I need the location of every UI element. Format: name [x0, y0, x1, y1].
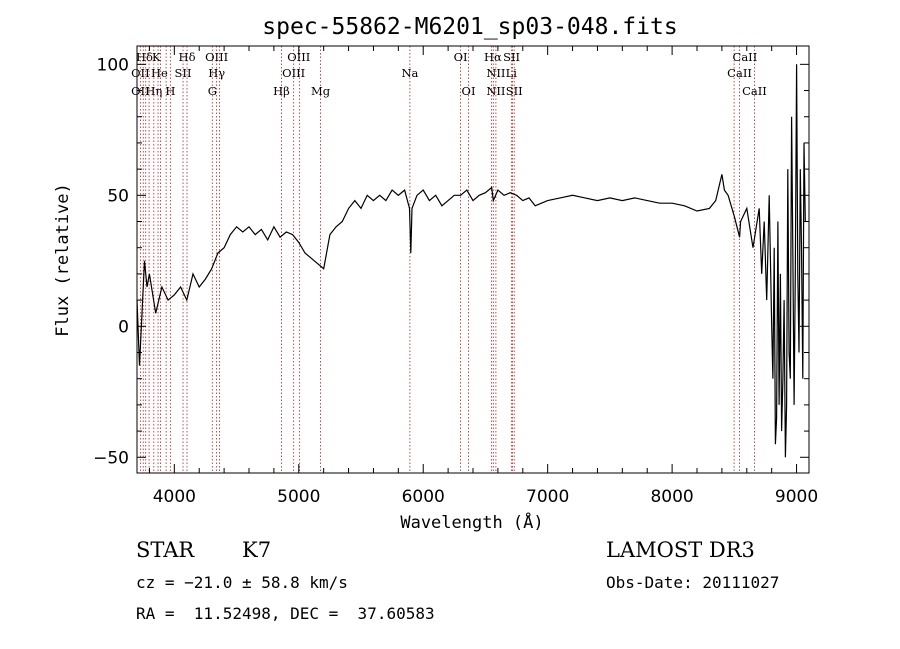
plot-frame: [136, 45, 810, 474]
line-label-8: CaII: [733, 50, 758, 64]
x-axis-ticks: 4000 5000 6000 7000 8000 9000: [148, 46, 818, 507]
y-axis-ticks: −50 0 50 100: [93, 55, 809, 468]
line-label-11: SII: [175, 66, 192, 80]
x-tick-label-5000: 5000: [277, 487, 320, 507]
line-label-5: OI: [454, 50, 468, 64]
line-label-16: Li: [506, 66, 518, 80]
x-tick-label-7000: 7000: [526, 487, 569, 507]
x-tick-label-4000: 4000: [153, 487, 196, 507]
line-label-7: SII: [503, 50, 520, 64]
line-label-26: SII: [506, 84, 523, 98]
line-label-21: G: [208, 84, 217, 98]
spectral-subclass: K7: [242, 538, 272, 562]
line-label-0: Hδ: [136, 50, 153, 64]
chart-title: spec-55862-M6201_sp03-048.fits: [262, 14, 677, 40]
line-label-2: Hδ: [179, 50, 196, 64]
line-label-1: K: [152, 50, 161, 64]
object-type: STAR: [136, 538, 195, 562]
line-label-3: OIII: [205, 50, 228, 64]
line-label-13: OIII: [282, 66, 305, 80]
line-label-17: CaII: [727, 66, 752, 80]
y-axis-label: Flux (relative): [53, 183, 73, 337]
line-label-22: Hβ: [273, 84, 290, 98]
x-tick-label-8000: 8000: [650, 487, 693, 507]
y-tick-label-100: 100: [97, 55, 129, 75]
line-label-4: OIII: [287, 50, 310, 64]
line-label-10: He: [151, 66, 168, 80]
line-label-24: OI: [462, 84, 476, 98]
observation-date: Obs-Date: 20111027: [606, 573, 780, 592]
line-label-27: CaII: [742, 84, 767, 98]
spectrum-line: [136, 64, 806, 458]
line-label-15: NII: [486, 66, 505, 80]
coordinates: RA = 11.52498, DEC = 37.60583: [136, 604, 435, 623]
redshift-cz: cz = −21.0 ± 58.8 km/s: [136, 573, 348, 592]
line-label-25: NII: [486, 84, 505, 98]
line-label-12: Hγ: [208, 66, 225, 80]
spectral-line-markers: [139, 46, 755, 473]
x-axis-label: Wavelength (Å): [400, 511, 543, 533]
line-label-14: Na: [401, 66, 418, 80]
line-label-9: OII: [131, 66, 150, 80]
line-label-19: Hη: [145, 84, 162, 98]
y-tick-label-50: 50: [107, 186, 129, 206]
line-label-23: Mg: [311, 84, 331, 98]
x-tick-label-9000: 9000: [775, 487, 818, 507]
line-label-20: H: [165, 84, 175, 98]
x-tick-label-6000: 6000: [402, 487, 445, 507]
y-tick-label-0: 0: [118, 317, 129, 337]
survey-name: LAMOST DR3: [606, 538, 755, 562]
y-tick-label--50: −50: [93, 448, 129, 468]
line-label-6: Hα: [484, 50, 502, 64]
